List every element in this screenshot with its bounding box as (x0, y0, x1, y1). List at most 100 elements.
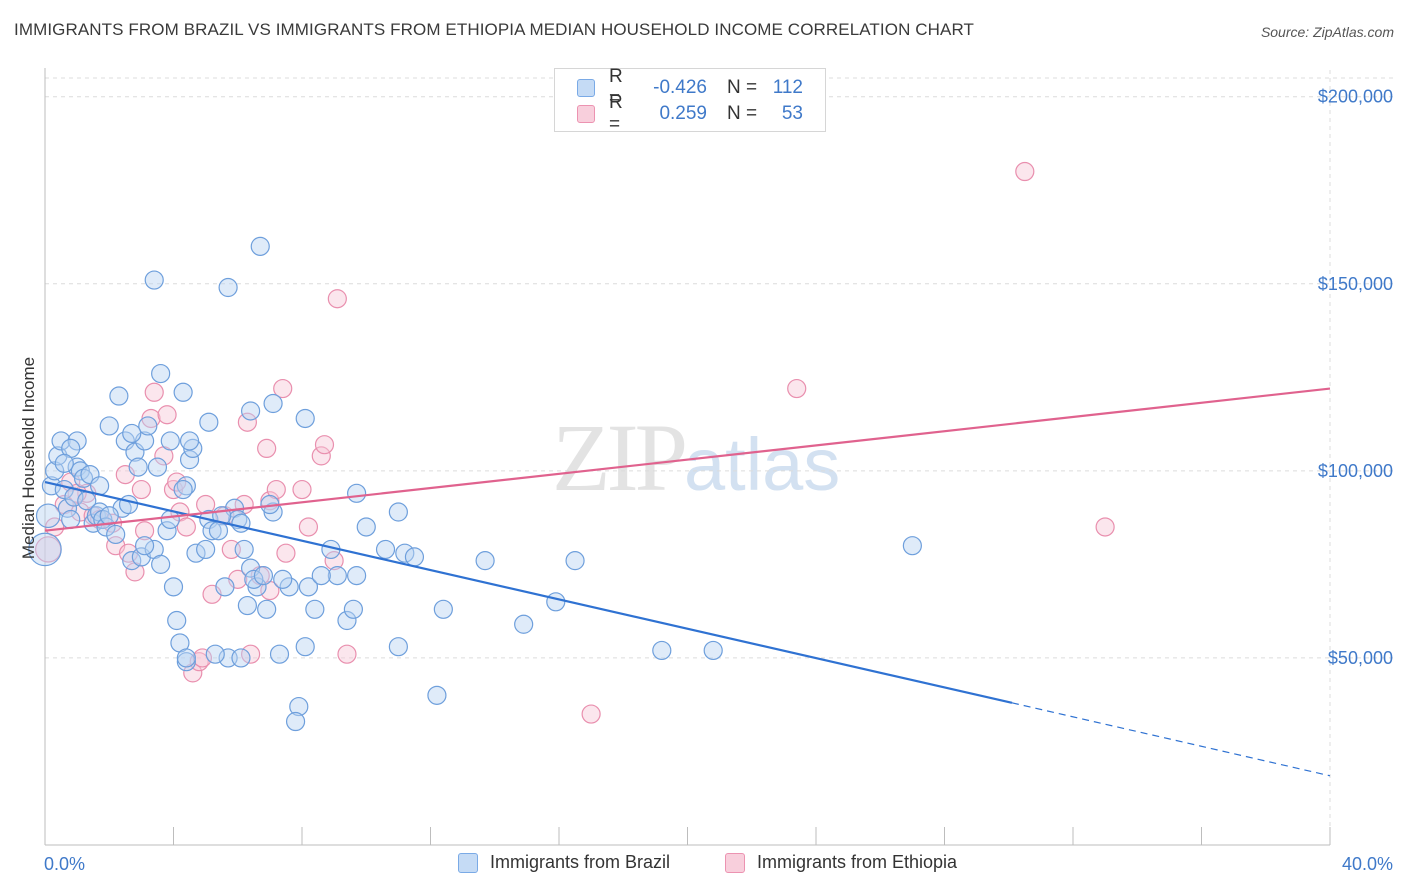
brazil-point (109, 386, 129, 406)
ethiopia-swatch (725, 852, 745, 873)
brazil-point (151, 554, 171, 574)
n-label: N = (727, 77, 758, 98)
ethiopia-point (257, 438, 277, 459)
ethiopia-swatch (577, 105, 595, 123)
brazil-point (106, 524, 126, 545)
brazil-point (179, 450, 200, 470)
brazil-point (147, 457, 168, 477)
ethiopia-points (35, 161, 1115, 724)
brazil-point (253, 566, 274, 586)
brazil-point (157, 521, 177, 541)
brazil-point (404, 547, 425, 567)
ethiopia-point (176, 517, 196, 537)
brazil-point (298, 577, 319, 597)
y-tick-label: $200,000 (1318, 87, 1393, 107)
brazil-point (546, 592, 566, 612)
brazil-point (375, 539, 396, 560)
brazil-point (122, 423, 142, 444)
brazil-trend-line (44, 481, 1013, 704)
watermark-atlas: atlas (684, 423, 841, 506)
brazil-swatch (577, 79, 595, 97)
brazil-point (902, 536, 922, 556)
n-value: 53 (781, 103, 803, 124)
brazil-point (99, 416, 119, 436)
brazil-point (118, 494, 139, 515)
watermark-zip: ZIP (552, 404, 688, 511)
brazil-point (45, 461, 65, 481)
tick-labels: $50,000 $100,000 $150,000 $200,000 0.0% 40.0% (44, 87, 1393, 874)
brazil-point (28, 532, 62, 567)
brazil-points (28, 236, 922, 732)
legend-item-brazil: Immigrants from Brazil (458, 852, 670, 873)
brazil-point (138, 416, 158, 436)
legend-item-ethiopia: Immigrants from Ethiopia (725, 852, 957, 873)
source-credit: Source: ZipAtlas.com (1260, 24, 1394, 40)
brazil-point (167, 610, 187, 631)
x-tick-label-right: 40.0% (1342, 854, 1393, 874)
brazil-point (54, 453, 74, 473)
y-tick-label: $50,000 (1328, 648, 1393, 668)
n-label: N = (727, 103, 758, 124)
ethiopia-point (581, 704, 601, 724)
brazil-point (51, 431, 71, 451)
brazil-point (703, 640, 723, 661)
ethiopia-point (157, 405, 177, 425)
brazil-point (234, 539, 254, 560)
brazil-point (160, 431, 180, 451)
brazil-point (176, 476, 196, 496)
ethiopia-point (327, 289, 347, 309)
brazil-point (388, 637, 408, 657)
brazil-point (179, 431, 200, 451)
brazil-point (295, 408, 315, 429)
brazil-point (61, 509, 81, 530)
ethiopia-point (273, 378, 293, 399)
ethiopia-point (237, 412, 257, 432)
y-tick-label: $150,000 (1318, 274, 1393, 294)
ethiopia-point (292, 479, 312, 500)
brazil-point (514, 614, 534, 634)
r-value: -0.426 (653, 77, 707, 98)
brazil-point (305, 599, 325, 619)
chart-title: IMMIGRANTS FROM BRAZIL VS IMMIGRANTS FRO… (14, 20, 975, 39)
ethiopia-trend-line (44, 387, 1331, 532)
brazil-point (231, 513, 251, 533)
brazil-point (289, 696, 309, 717)
brazil-point (241, 401, 261, 421)
x-tick-label-left: 0.0% (44, 854, 85, 874)
brazil-point (295, 637, 315, 657)
brazil-point (163, 577, 184, 597)
n-value: 112 (772, 77, 803, 98)
ethiopia-point (1095, 517, 1115, 537)
r-label: R = (609, 66, 623, 109)
brazil-point (475, 551, 495, 571)
ethiopia-point (787, 378, 807, 399)
brazil-point (356, 517, 376, 537)
brazil-point (205, 644, 225, 664)
trend-lines (44, 387, 1331, 777)
grid-lines (45, 70, 1394, 845)
brazil-point (173, 479, 193, 500)
brazil-point (99, 506, 119, 526)
ethiopia-point (298, 517, 319, 537)
brazil-point (388, 502, 408, 522)
ethiopia-point (314, 435, 335, 455)
ethiopia-point (131, 479, 151, 500)
brazil-point (244, 569, 264, 589)
brazil-point (250, 236, 270, 256)
brazil-point (67, 431, 87, 451)
brazil-point (237, 595, 257, 616)
brazil-point (395, 543, 415, 563)
brazil-point (57, 498, 78, 518)
brazil-point (151, 363, 171, 384)
brazil-point (134, 536, 155, 556)
brazil-point (35, 503, 61, 529)
brazil-point (652, 640, 672, 661)
r-value: 0.259 (659, 103, 707, 124)
axes (44, 68, 1331, 846)
ethiopia-point (241, 644, 261, 664)
brazil-point (343, 599, 363, 619)
brazil-point (144, 270, 164, 290)
ethiopia-point (144, 382, 164, 402)
legend-row-ethiopia: R = 0.259 N = 53 (577, 92, 803, 135)
ethiopia-point (276, 543, 296, 563)
